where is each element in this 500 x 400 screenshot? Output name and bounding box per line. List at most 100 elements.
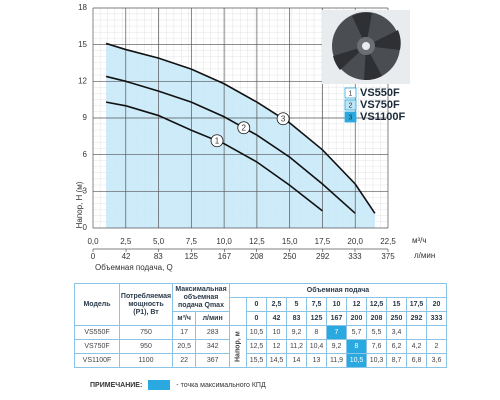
x2-tick-label: 0 xyxy=(91,252,96,261)
table-cell: 3,4 xyxy=(386,325,407,340)
table-cell: VS750F xyxy=(74,339,120,354)
table-cell: 0 xyxy=(246,297,267,312)
table-cell: VS550F xyxy=(74,325,120,340)
table-cell xyxy=(426,325,447,340)
table-cell: 42 xyxy=(266,311,287,326)
x2-tick-label: 292 xyxy=(316,252,330,261)
table-cell: 15 xyxy=(386,297,407,312)
table-cell: 5 xyxy=(286,297,307,312)
table-cell: 250 xyxy=(386,311,407,326)
table-cell: 5,7 xyxy=(346,325,367,340)
note-title: ПРИМЕЧАНИЕ: xyxy=(90,381,143,389)
table-cell: л/мин xyxy=(195,311,230,326)
table-cell: 13 xyxy=(306,353,327,368)
x-tick-label: 7,5 xyxy=(186,237,198,246)
legend-label: VS1100F xyxy=(360,111,406,123)
table-cell: 6,2 xyxy=(386,339,407,354)
table-cell: 8,7 xyxy=(386,353,407,368)
table-cell: м³/ч xyxy=(171,311,197,326)
table-cell: 950 xyxy=(119,339,173,354)
y-tick-label: 3 xyxy=(83,186,88,195)
table-cell: 292 xyxy=(406,311,427,326)
table-row: VS550F 750 17 283 Напор, м 10,5 10 9,2 8 7 5,7 5,5 3… xyxy=(74,325,447,368)
x-axis-label: Объемная подача, Q xyxy=(95,263,173,272)
y-axis-label: Напор, Н (м) xyxy=(75,181,84,228)
table-cell: 3,6 xyxy=(426,353,447,368)
table-cell: 12,5 xyxy=(246,339,267,354)
table-cell: 11,9 xyxy=(326,353,347,368)
table-cell: 10,3 xyxy=(366,353,387,368)
table-cell: 12,5 xyxy=(366,297,387,312)
table-cell: 208 xyxy=(366,311,387,326)
curve-number: 1 xyxy=(215,136,220,145)
table-cell: Объемная подача xyxy=(229,283,447,298)
table-cell: 9,2 xyxy=(326,339,347,354)
table-cell: VS1100F xyxy=(74,353,120,368)
table-cell xyxy=(406,325,427,340)
table-cell: 12 xyxy=(266,339,287,354)
table-cell: 20 xyxy=(426,297,447,312)
curve-number-circle xyxy=(276,112,290,126)
y-tick-label: 18 xyxy=(78,3,87,12)
table-cell: Потребляемая мощность (P1), Вт xyxy=(119,283,173,326)
legend-number: 1 xyxy=(349,90,353,97)
note: ПРИМЕЧАНИЕ: - точка максимального КПД xyxy=(90,380,266,390)
table-cell: 167 xyxy=(326,311,347,326)
curve-number: 2 xyxy=(242,123,247,132)
table-cell: 10,4 xyxy=(306,339,327,354)
note-text: - точка максимального КПД xyxy=(176,381,266,389)
legend-label: VS750F xyxy=(360,99,400,111)
x-tick-label: 15,0 xyxy=(282,237,298,246)
legend-number: 3 xyxy=(349,114,353,121)
legend-swatch xyxy=(344,99,357,111)
x-tick-label: 22,5 xyxy=(380,237,396,246)
table-cell: 6,8 xyxy=(406,353,427,368)
table-cell: 10 xyxy=(266,325,287,340)
table-cell: 14,5 xyxy=(266,353,287,368)
x-tick-label: 0,0 xyxy=(87,237,99,246)
table-cell: 8 xyxy=(306,325,327,340)
table-cell: Модель xyxy=(74,283,120,326)
table-cell: 12 xyxy=(346,297,367,312)
y-tick-label: 6 xyxy=(83,150,88,159)
table-cell: Максимальная объемная подача Qmax xyxy=(172,283,230,312)
table-cell: 2 xyxy=(426,339,447,354)
x-tick-label: 5,0 xyxy=(153,237,165,246)
operating-area xyxy=(106,43,375,228)
x-tick-label: 2,5 xyxy=(120,237,132,246)
x2-tick-label: 333 xyxy=(348,252,362,261)
table-cell: 20,5 xyxy=(171,339,197,354)
curve-number: 3 xyxy=(281,114,286,123)
x2-tick-label: 375 xyxy=(381,252,395,261)
x2-unit: л/мин xyxy=(414,251,435,260)
table-cell: 750 xyxy=(119,325,173,340)
table-cell: Напор, м xyxy=(229,325,247,368)
table-cell: 367 xyxy=(195,353,230,368)
impeller xyxy=(332,12,401,81)
table-cell xyxy=(229,297,247,326)
x2-tick-label: 167 xyxy=(218,252,232,261)
legend-number: 2 xyxy=(349,102,353,109)
curve xyxy=(105,42,376,214)
curve-number-circle xyxy=(237,121,251,135)
table-cell: 10,5 xyxy=(246,325,267,340)
spec-table: Модель Потребляемая мощность (P1), Вт Макс… xyxy=(74,283,447,368)
table-cell: 7 xyxy=(326,325,347,340)
table-cell: 14 xyxy=(286,353,307,368)
table-cell: 17 xyxy=(171,325,197,340)
table-cell: 333 xyxy=(426,311,447,326)
x-tick-label: 17,5 xyxy=(315,237,331,246)
table-cell: 0 xyxy=(246,311,267,326)
table-row: Модель Потребляемая мощность (P1), Вт Макс… xyxy=(74,283,447,326)
y-tick-label: 15 xyxy=(78,40,87,49)
x-tick-label: 10,0 xyxy=(216,237,232,246)
table-cell: 83 xyxy=(286,311,307,326)
legend-swatch xyxy=(344,111,357,123)
table-cell: 8 xyxy=(346,339,367,354)
table-cell: 4,2 xyxy=(406,339,427,354)
table-cell: 15,5 xyxy=(246,353,267,368)
x2-tick-label: 42 xyxy=(122,252,131,261)
curve xyxy=(105,75,356,214)
